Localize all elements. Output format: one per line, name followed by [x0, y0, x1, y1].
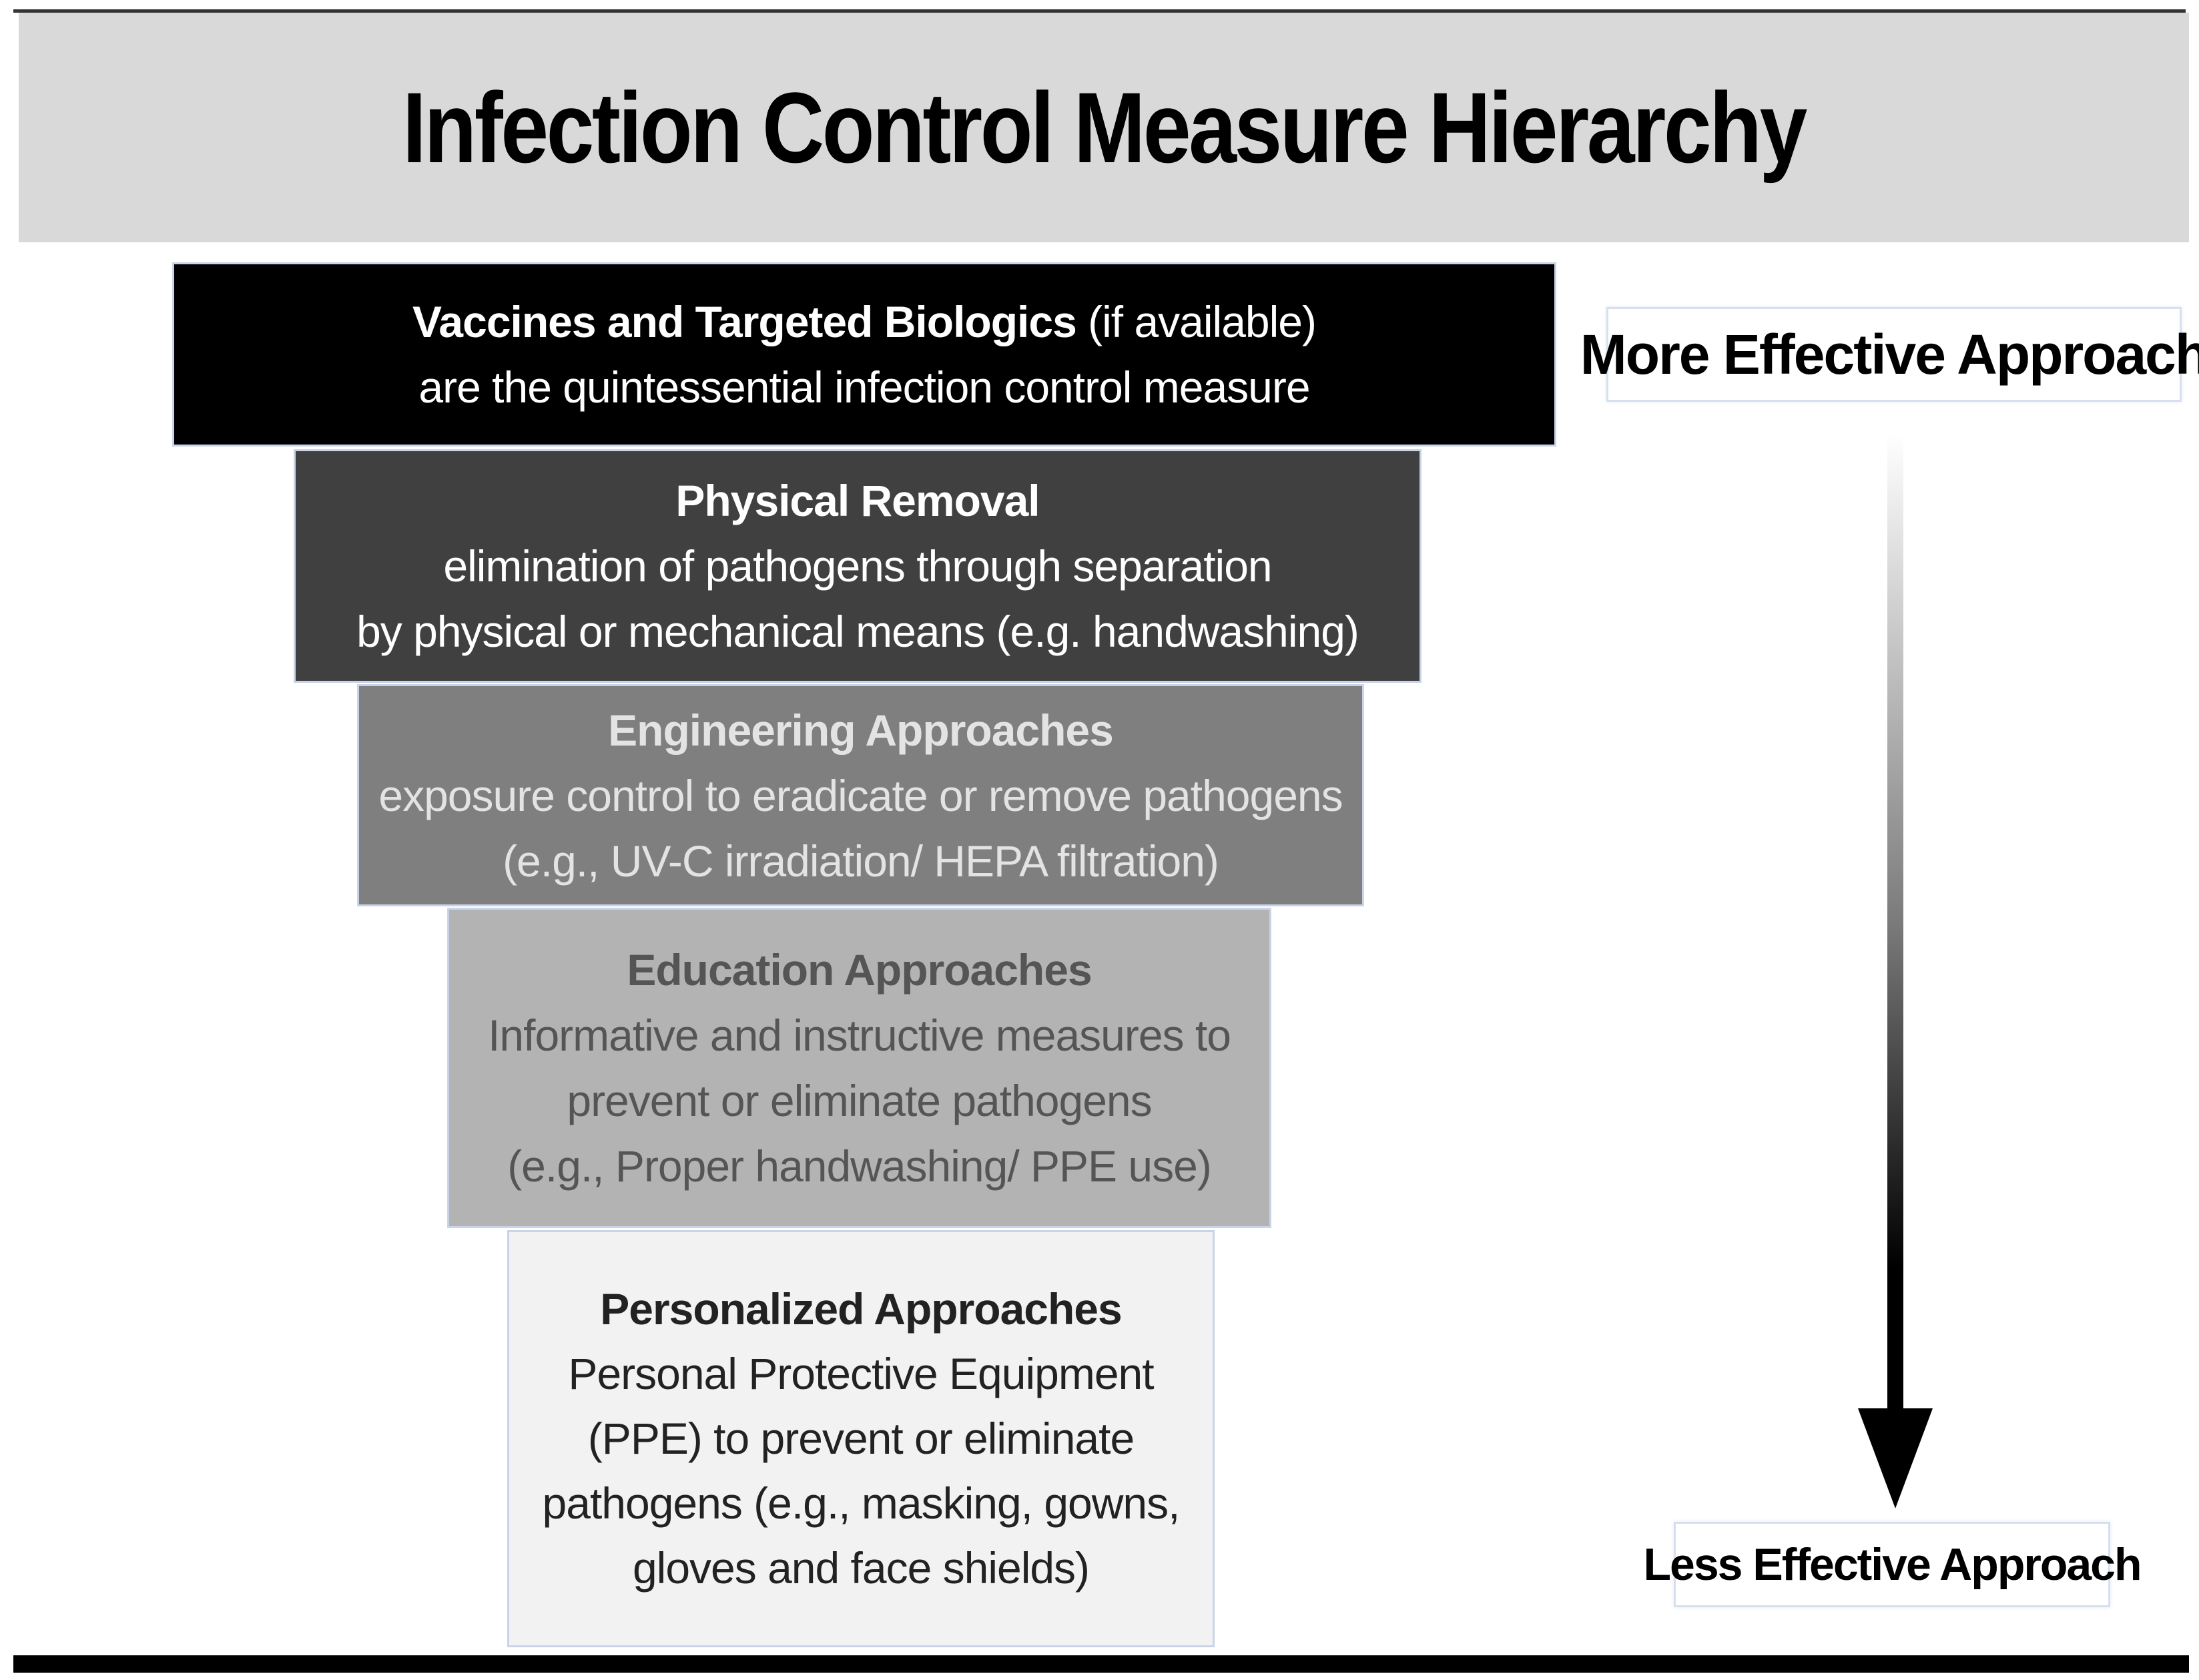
tier-vaccines: Vaccines and Targeted Biologics (if avai… [172, 262, 1556, 447]
tier-personalized-line-1: Personal Protective Equipment [568, 1349, 1154, 1398]
tier-vaccines-line-1: Vaccines and Targeted Biologics (if avai… [412, 289, 1317, 354]
more-effective-label: More Effective Approach [1580, 307, 2199, 402]
tier-physical-removal-line-1: elimination of pathogens through separat… [443, 541, 1272, 591]
bottom-rule [13, 1655, 2189, 1673]
tier-physical-removal-line-2: by physical or mechanical means (e.g. ha… [356, 607, 1359, 656]
tier-vaccines-line-2: are the quintessential infection control… [418, 362, 1310, 412]
tier-vaccines-qualifier: (if available) [1076, 297, 1317, 346]
tier-engineering-line-2: (e.g., UV-C irradiation/ HEPA filtration… [503, 836, 1219, 886]
less-effective-label: Less Effective Approach [1643, 1522, 2142, 1607]
tier-education-line-3: (e.g., Proper handwashing/ PPE use) [507, 1141, 1212, 1191]
tier-vaccines-heading: Vaccines and Targeted Biologics [412, 297, 1077, 346]
tier-education-heading: Education Approaches [627, 945, 1092, 995]
tier-physical-removal-heading: Physical Removal [675, 476, 1040, 525]
tier-education-line-2: prevent or eliminate pathogens [567, 1076, 1152, 1125]
tier-physical-removal: Physical Removal elimination of pathogen… [294, 449, 1422, 683]
tier-engineering: Engineering Approaches exposure control … [357, 684, 1364, 906]
diagram-title: Infection Control Measure Hierarchy [402, 71, 1807, 184]
tier-education: Education Approaches Informative and ins… [447, 908, 1271, 1228]
tier-education-line-1: Informative and instructive measures to [488, 1011, 1231, 1060]
tier-personalized-line-4: gloves and face shields) [632, 1543, 1090, 1593]
tier-engineering-heading: Engineering Approaches [608, 705, 1114, 755]
tier-personalized-line-2: (PPE) to prevent or eliminate [587, 1414, 1135, 1463]
tier-engineering-line-1: exposure control to eradicate or remove … [378, 770, 1343, 820]
tier-personalized-line-3: pathogens (e.g., masking, gowns, [542, 1478, 1181, 1528]
tier-personalized: Personalized Approaches Personal Protect… [507, 1230, 1215, 1647]
tier-personalized-heading: Personalized Approaches [600, 1284, 1122, 1334]
down-arrow-gradient-icon [1858, 434, 1933, 1508]
title-banner: Infection Control Measure Hierarchy [19, 13, 2189, 242]
top-rule [13, 9, 2186, 13]
